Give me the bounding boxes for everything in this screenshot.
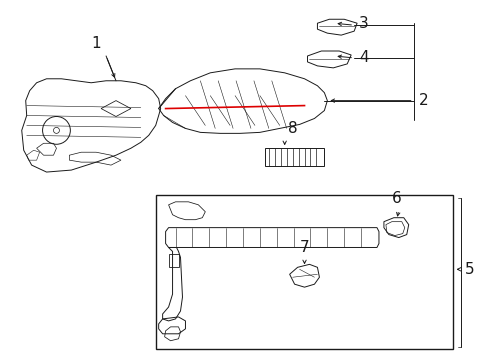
Text: 3: 3 xyxy=(358,16,368,31)
Text: 8: 8 xyxy=(287,121,297,136)
Text: 6: 6 xyxy=(391,191,401,206)
Text: 5: 5 xyxy=(464,262,474,277)
Text: 1: 1 xyxy=(91,36,101,51)
Text: 4: 4 xyxy=(358,50,368,66)
Text: 7: 7 xyxy=(299,240,309,255)
Bar xyxy=(264,148,324,166)
Bar xyxy=(155,195,452,349)
Text: 2: 2 xyxy=(418,93,427,108)
